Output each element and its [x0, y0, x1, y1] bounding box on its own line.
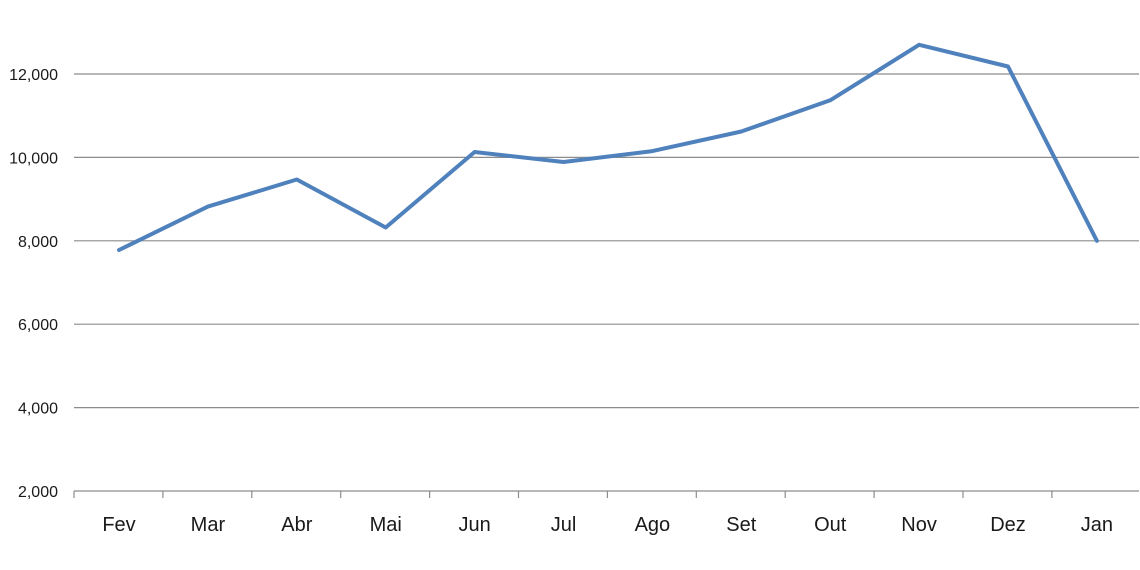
y-tick-label: 2,000 — [18, 484, 58, 501]
x-axis-tick-labels: Fev Mar Abr Mai Jun Jul Ago Set Out Nov Dez Jan — [102, 514, 1113, 536]
x-tick-label: Jul — [551, 514, 577, 536]
gridlines — [74, 73, 1139, 409]
y-tick-label: 4,000 — [18, 401, 58, 418]
x-tick-label: Abr — [281, 514, 312, 536]
x-tick-label: Jun — [458, 514, 490, 536]
series-line-0 — [117, 42, 1099, 252]
series-layer — [117, 42, 1099, 252]
x-tick-label: Dez — [990, 514, 1026, 536]
y-tick-label: 12,000 — [9, 67, 58, 84]
y-axis-tick-labels: 2,000 4,000 6,000 8,000 10,000 12,000 — [9, 67, 58, 501]
x-tick-label: Ago — [635, 514, 671, 536]
y-tick-label: 8,000 — [18, 234, 58, 251]
x-tick-label: Out — [814, 514, 847, 536]
x-tick-label: Jan — [1081, 514, 1113, 536]
x-tick-label: Mai — [370, 514, 402, 536]
x-tick-label: Mar — [191, 514, 226, 536]
y-tick-label: 10,000 — [9, 150, 58, 167]
x-axis — [73, 490, 1139, 498]
x-tick-label: Set — [726, 514, 756, 536]
x-tick-label: Fev — [102, 514, 135, 536]
x-tick-label: Nov — [901, 514, 937, 536]
y-tick-label: 6,000 — [18, 317, 58, 334]
